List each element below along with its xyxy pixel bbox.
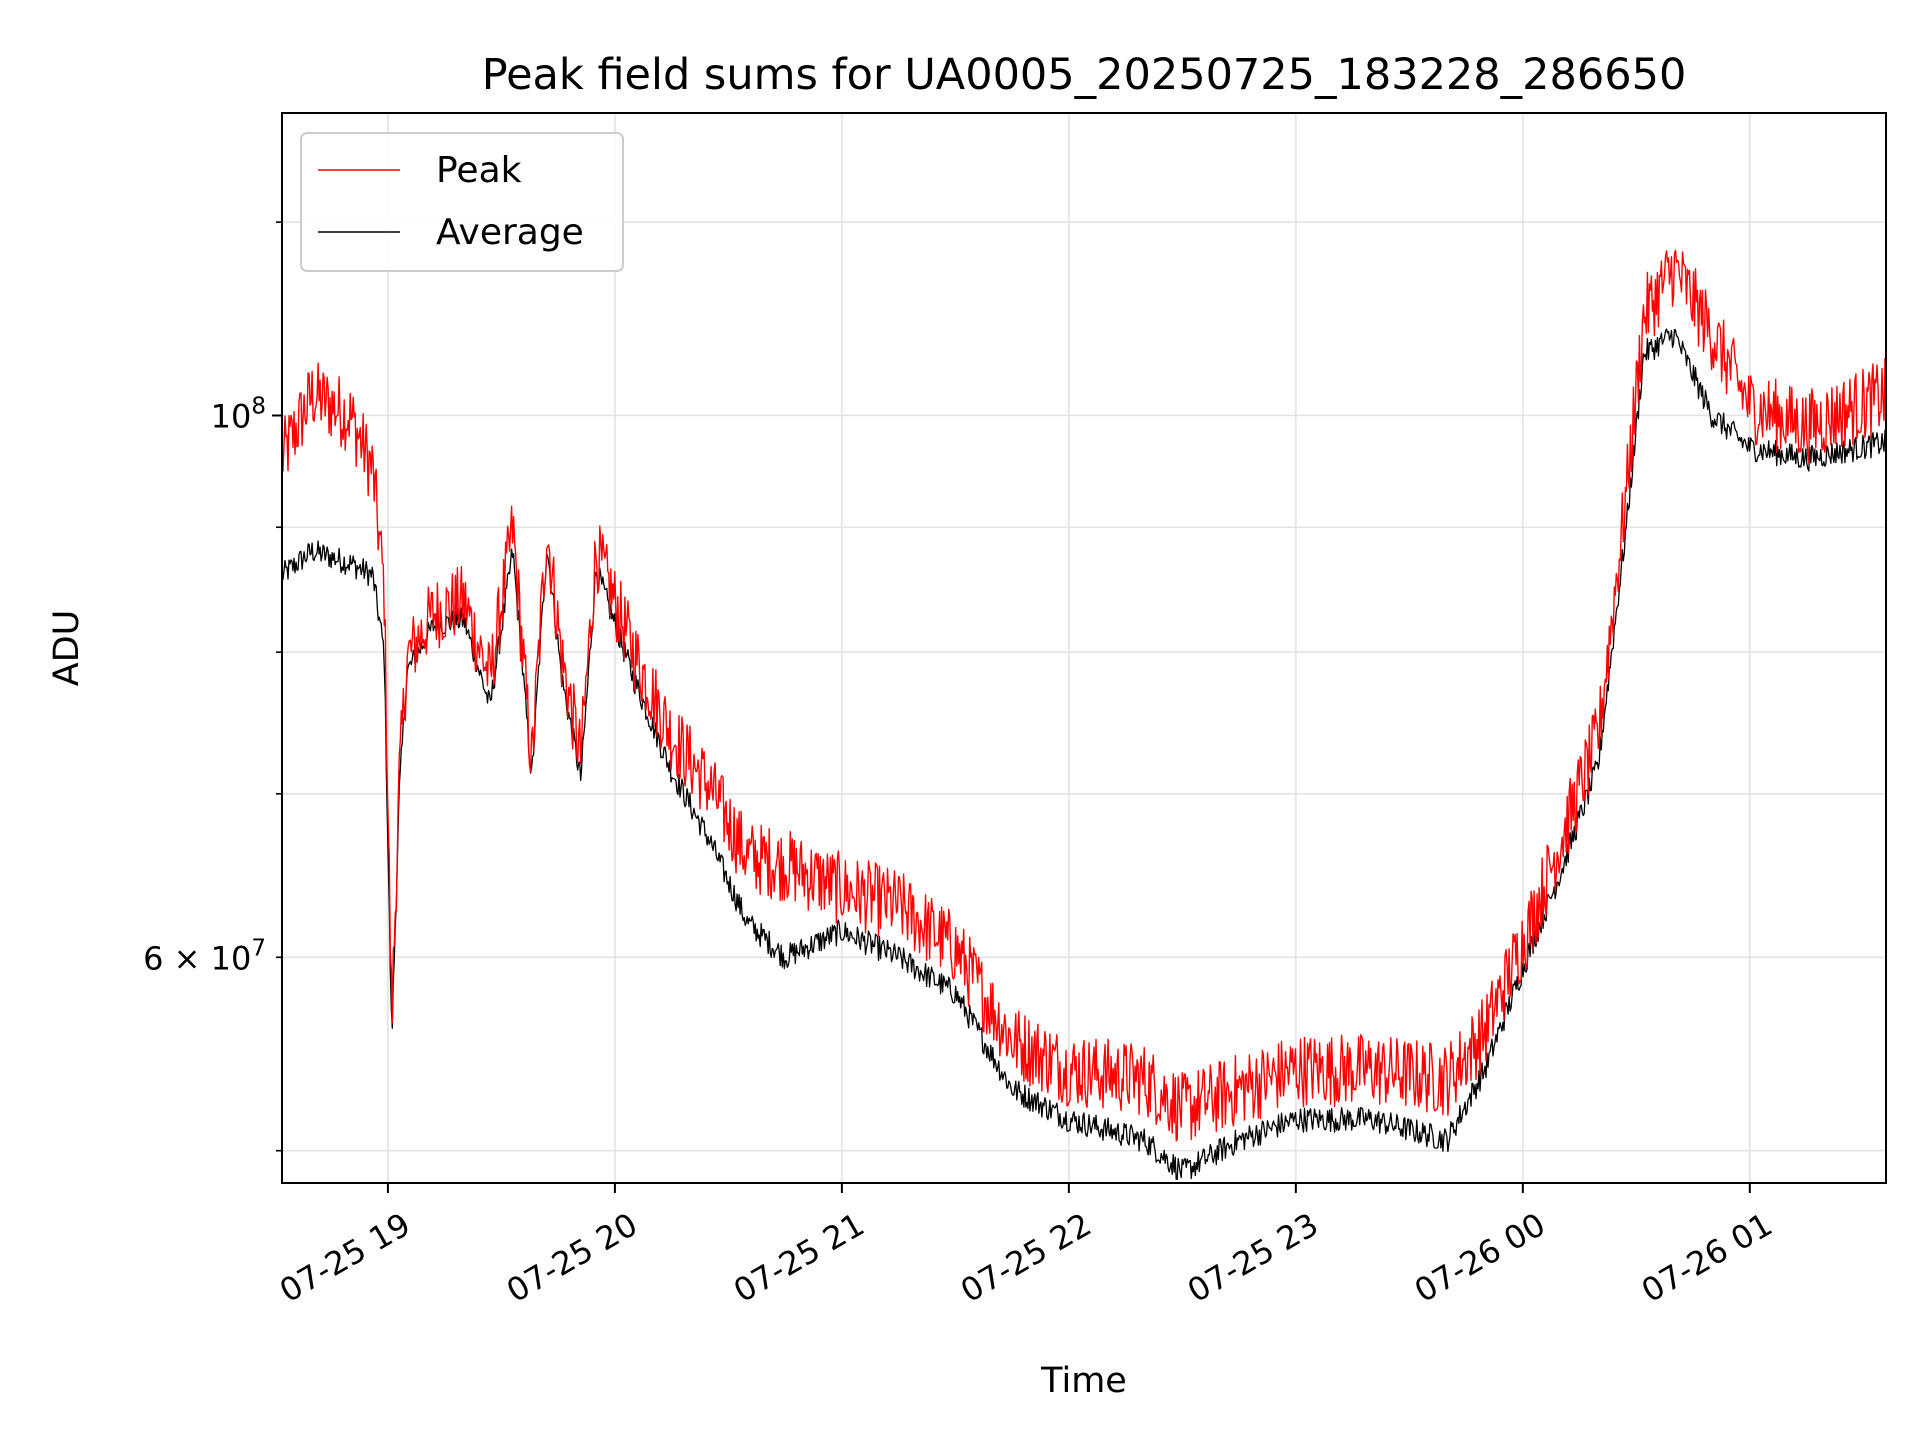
plot-frame [281, 112, 1887, 1184]
y-tick-label-minor: 6 × 107 [143, 935, 266, 977]
series-peak-line [281, 249, 1887, 1142]
x-axis-title: Time [1040, 1361, 1127, 1401]
legend-peak-label: Peak [436, 150, 522, 191]
chart-title: Peak field sums for UA0005_20250725_1832… [482, 50, 1687, 100]
y-tick-label-major: 108 [211, 393, 266, 435]
y-axis-title: ADU [47, 610, 87, 687]
legend-box [300, 132, 624, 272]
plot-lines [281, 249, 1887, 1181]
series-average-line [281, 328, 1887, 1181]
legend-average-label: Average [436, 212, 584, 253]
grid [282, 113, 1886, 1183]
legend: Peak Average [300, 132, 624, 272]
